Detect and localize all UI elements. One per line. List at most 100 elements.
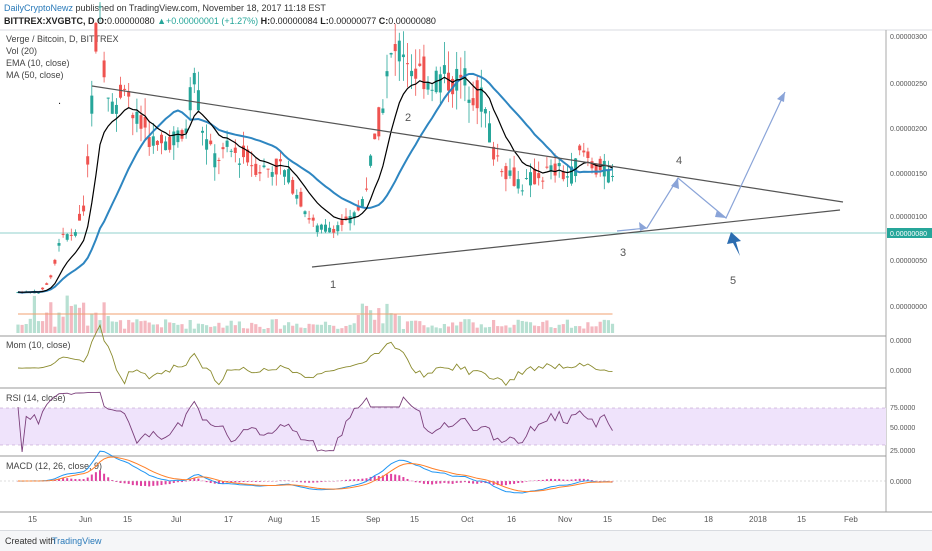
candle-body — [533, 168, 537, 185]
volume-bar — [328, 325, 332, 333]
volume-bar — [344, 325, 348, 333]
macd-hist-bar — [402, 477, 405, 481]
macd-hist-bar — [148, 481, 151, 487]
time-axis[interactable]: 15 Jun 15 Jul 17 Aug 15 Sep 15 Oct 16 Nov 15 Dec 18 201… — [28, 515, 858, 524]
candle-body — [205, 139, 209, 150]
candle-body — [37, 292, 40, 294]
open-label: O: — [97, 16, 108, 26]
candle-body — [192, 72, 196, 85]
macd-hist-bar — [320, 481, 323, 483]
macd-hist-bar — [472, 481, 475, 484]
macd-hist-bar — [324, 481, 327, 482]
macd-hist-bar — [603, 480, 606, 482]
volume-bar — [463, 319, 467, 333]
macd-hist-bar — [217, 481, 220, 485]
macd-hist-bar — [197, 478, 200, 481]
candle-body — [545, 166, 549, 168]
candle-body — [274, 158, 278, 175]
candle-body — [319, 224, 323, 230]
change-value: +0.00000001 (+1.27%) — [166, 16, 259, 26]
volume-bar — [565, 319, 569, 333]
candle-body — [565, 176, 569, 178]
annotation-2: 2 — [405, 112, 411, 124]
volume-bar — [98, 320, 102, 333]
study-macd[interactable]: MACD (12, 26, close, 9) — [6, 461, 103, 471]
macd-hist-bar — [17, 481, 19, 482]
time-tick: 17 — [224, 515, 233, 524]
macd-hist-bar — [390, 473, 393, 481]
volume-bar — [381, 323, 385, 333]
volume-bar — [602, 319, 606, 333]
ohlc-line: BITTREX:XVGBTC, D O:0.00000080 ▲+0.00000… — [4, 16, 436, 26]
macd-hist-bar — [386, 474, 388, 481]
volume-bar — [192, 328, 196, 333]
author-link[interactable]: DailyCryptoNewz — [4, 3, 74, 13]
volume-bar — [225, 325, 229, 333]
macd-hist-bar — [349, 479, 352, 481]
candle-body — [557, 163, 561, 167]
volume-bar — [213, 326, 217, 333]
candle-body — [430, 89, 434, 91]
macd-hist-bar — [156, 481, 159, 486]
candle-body — [110, 101, 114, 114]
study-ema[interactable]: EMA (10, close) — [6, 58, 70, 68]
candle-body — [504, 166, 508, 180]
volume-bar — [336, 328, 340, 333]
macd-hist-bar — [554, 479, 557, 481]
candle-body — [340, 220, 344, 225]
candle-body — [500, 171, 504, 173]
volume-bar — [455, 325, 459, 333]
candle-body — [365, 188, 368, 190]
study-vol[interactable]: Vol (20) — [6, 46, 38, 56]
time-tick: Feb — [844, 515, 858, 524]
macd-hist-bar — [455, 481, 458, 483]
macd-hist-bar — [578, 478, 581, 481]
candle-body — [360, 199, 364, 207]
macd-hist-bar — [521, 481, 524, 483]
macd-hist-bar — [181, 481, 183, 483]
macd-hist-bar — [111, 480, 114, 481]
time-tick: 15 — [28, 515, 37, 524]
macd-hist-bar — [525, 481, 528, 482]
candle-body — [336, 225, 340, 232]
volume-bar — [274, 319, 278, 333]
macd-hist-bar — [29, 480, 32, 482]
study-ma[interactable]: MA (50, close) — [6, 70, 64, 80]
price-axis[interactable]: 0.00000300 0.00000250 0.00000200 0.00000… — [890, 34, 927, 311]
volume-bar — [82, 302, 86, 333]
macd-hist-bar — [94, 472, 97, 481]
macd-hist-bar — [246, 481, 249, 482]
time-tick: 15 — [603, 515, 612, 524]
macd-hist-bar — [103, 473, 106, 481]
candle-body — [131, 114, 135, 119]
candle-body — [393, 44, 397, 52]
study-mom[interactable]: Mom (10, close) — [6, 340, 71, 350]
study-rsi[interactable]: RSI (14, close) — [6, 393, 66, 403]
macd-hist-bar — [299, 481, 302, 483]
macd-hist-bar — [74, 479, 77, 481]
volume-bar — [389, 313, 393, 333]
candle-body — [373, 133, 377, 140]
volume-bar — [20, 324, 24, 333]
volume-bar — [549, 327, 553, 333]
tradingview-logo-icon[interactable]: TradingView — [52, 536, 102, 546]
macd-hist-bar — [361, 478, 364, 481]
volume-bar — [557, 324, 561, 333]
volume-bar — [24, 324, 28, 333]
candle-body — [381, 108, 385, 113]
volume-bar — [164, 319, 168, 333]
volume-bar — [307, 323, 311, 333]
volume-bar — [586, 322, 590, 333]
macd-hist-bar — [381, 475, 384, 481]
signal-line — [18, 456, 613, 493]
candle-body — [561, 171, 565, 180]
study-title[interactable]: Verge / Bitcoin, D, BITTREX — [6, 34, 119, 44]
time-tick: Jun — [79, 515, 92, 524]
candle-body — [196, 90, 200, 111]
macd-hist-bar — [86, 477, 89, 481]
candle-body — [201, 130, 204, 133]
volume-bar — [188, 319, 192, 333]
annotation-4: 4 — [676, 155, 682, 167]
candle-body — [217, 159, 221, 161]
